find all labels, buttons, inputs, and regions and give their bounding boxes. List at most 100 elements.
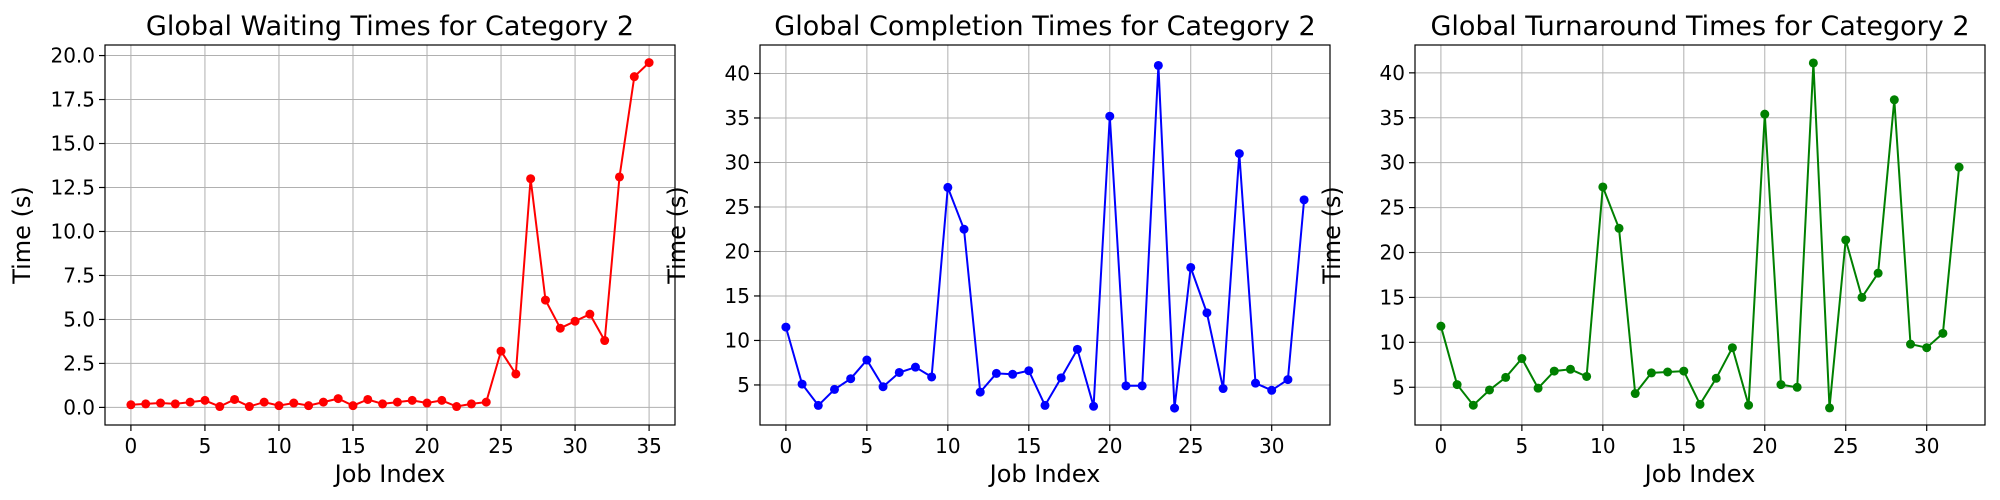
data-point [1808, 58, 1818, 68]
x-tick-label: 0 [1435, 434, 1448, 458]
x-tick-label: 0 [125, 434, 138, 458]
grid [1415, 45, 1985, 425]
data-point [1565, 364, 1575, 374]
y-tick-label: 35 [1380, 106, 1405, 130]
data-point [1153, 60, 1163, 70]
x-tick-label: 5 [1516, 434, 1529, 458]
data-point [1267, 385, 1277, 395]
data-point [259, 397, 269, 407]
data-point [1630, 389, 1640, 399]
x-axis-label: Job Index [988, 460, 1101, 488]
data-point [185, 397, 195, 407]
y-tick-label: 30 [1380, 151, 1405, 175]
data-point [1533, 383, 1543, 393]
data-point [1218, 384, 1228, 394]
data-point [1598, 182, 1608, 192]
data-point [304, 401, 314, 411]
data-point [1695, 399, 1705, 409]
series-1 [1436, 58, 1964, 413]
y-tick-label: 25 [725, 195, 750, 219]
data-point [1501, 372, 1511, 382]
y-tick-label: 5.0 [63, 307, 95, 331]
data-point [629, 72, 639, 82]
x-tick-label: 20 [1752, 434, 1777, 458]
data-point [1024, 366, 1034, 376]
data-point [1857, 292, 1867, 302]
data-point [797, 379, 807, 389]
data-point [1841, 235, 1851, 245]
y-tick-label: 25 [1380, 196, 1405, 220]
data-point [466, 399, 476, 409]
data-point [274, 401, 284, 411]
data-point [1825, 403, 1835, 413]
x-tick-label: 10 [1590, 434, 1615, 458]
x-tick-label: 20 [1097, 434, 1122, 458]
data-point [1663, 367, 1673, 377]
y-tick-label: 35 [725, 106, 750, 130]
data-point [644, 58, 654, 68]
x-tick-label: 30 [1259, 434, 1284, 458]
data-point [1170, 403, 1180, 413]
data-point [452, 402, 462, 412]
x-tick-label: 0 [780, 434, 793, 458]
data-point [813, 400, 823, 410]
data-point [348, 401, 358, 411]
data-point [1906, 339, 1916, 349]
data-point [959, 224, 969, 234]
y-tick-label: 20 [1380, 241, 1405, 265]
y-tick-label: 10 [725, 328, 750, 352]
data-point [1137, 381, 1147, 391]
y-tick-label: 30 [725, 150, 750, 174]
y-tick-label: 20.0 [50, 44, 95, 68]
data-point [1792, 382, 1802, 392]
data-point [141, 399, 151, 409]
data-point [1121, 381, 1131, 391]
data-point [1922, 343, 1932, 353]
y-tick-label: 40 [1380, 61, 1405, 85]
x-tick-label: 10 [935, 434, 960, 458]
data-point [496, 346, 506, 356]
data-point [1711, 373, 1721, 383]
x-axis-label: Job Index [333, 460, 446, 488]
data-point [1283, 375, 1293, 385]
x-tick-label: 15 [1016, 434, 1041, 458]
series-1 [126, 58, 654, 412]
data-point [1614, 223, 1624, 233]
y-axis-label: Time (s) [1318, 186, 1346, 285]
y-axis-label: Time (s) [663, 186, 691, 285]
x-tick-label: 25 [488, 434, 513, 458]
y-tick-label: 12.5 [50, 176, 95, 200]
data-point [1299, 195, 1309, 205]
data-point [1776, 380, 1786, 390]
data-point [1008, 369, 1018, 379]
data-point [244, 402, 254, 412]
plot-frame [759, 44, 1331, 426]
data-point [846, 374, 856, 384]
y-tick-label: 20 [725, 239, 750, 263]
data-point [1452, 380, 1462, 390]
data-point [318, 397, 328, 407]
chart-title: Global Turnaround Times for Category 2 [1431, 11, 1970, 42]
data-point [910, 362, 920, 372]
data-point [422, 398, 432, 408]
data-point [1954, 162, 1964, 172]
data-point [1186, 262, 1196, 272]
y-tick-label: 0.0 [63, 395, 95, 419]
data-point [363, 394, 373, 404]
x-tick-label: 5 [861, 434, 874, 458]
data-point [200, 395, 210, 405]
data-point [555, 323, 565, 333]
x-tick-label: 10 [266, 434, 291, 458]
data-point [1873, 268, 1883, 278]
data-point [894, 367, 904, 377]
y-tick-label: 5 [737, 373, 750, 397]
data-point [1679, 366, 1689, 376]
y-tick-label: 2.5 [63, 351, 95, 375]
data-point [585, 309, 595, 319]
data-point [1072, 344, 1082, 354]
plot-frame [1414, 44, 1986, 426]
data-point [1889, 95, 1899, 105]
y-tick-label: 10.0 [50, 219, 95, 243]
data-point [1517, 354, 1527, 364]
